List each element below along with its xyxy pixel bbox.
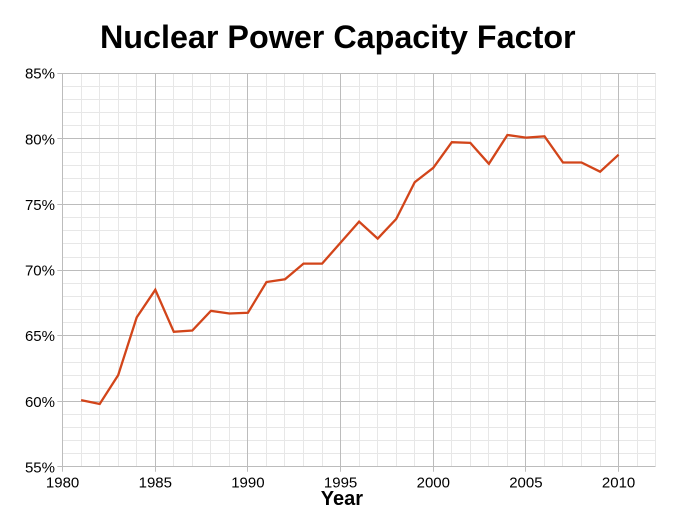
svg-text:Nuclear Power Capacity Factor: Nuclear Power Capacity Factor <box>100 19 576 55</box>
svg-text:1985: 1985 <box>139 475 172 492</box>
svg-text:2005: 2005 <box>509 475 542 492</box>
svg-text:2010: 2010 <box>602 475 635 492</box>
svg-text:80%: 80% <box>25 131 55 148</box>
svg-text:2000: 2000 <box>417 475 450 492</box>
svg-text:85%: 85% <box>25 66 55 83</box>
svg-text:70%: 70% <box>25 263 55 280</box>
svg-text:1980: 1980 <box>46 475 79 492</box>
svg-text:1990: 1990 <box>231 475 264 492</box>
svg-text:60%: 60% <box>25 394 55 411</box>
svg-text:65%: 65% <box>25 328 55 345</box>
svg-text:75%: 75% <box>25 197 55 214</box>
svg-text:1995: 1995 <box>324 475 357 492</box>
svg-text:Year: Year <box>321 488 363 510</box>
svg-text:55%: 55% <box>25 459 55 476</box>
